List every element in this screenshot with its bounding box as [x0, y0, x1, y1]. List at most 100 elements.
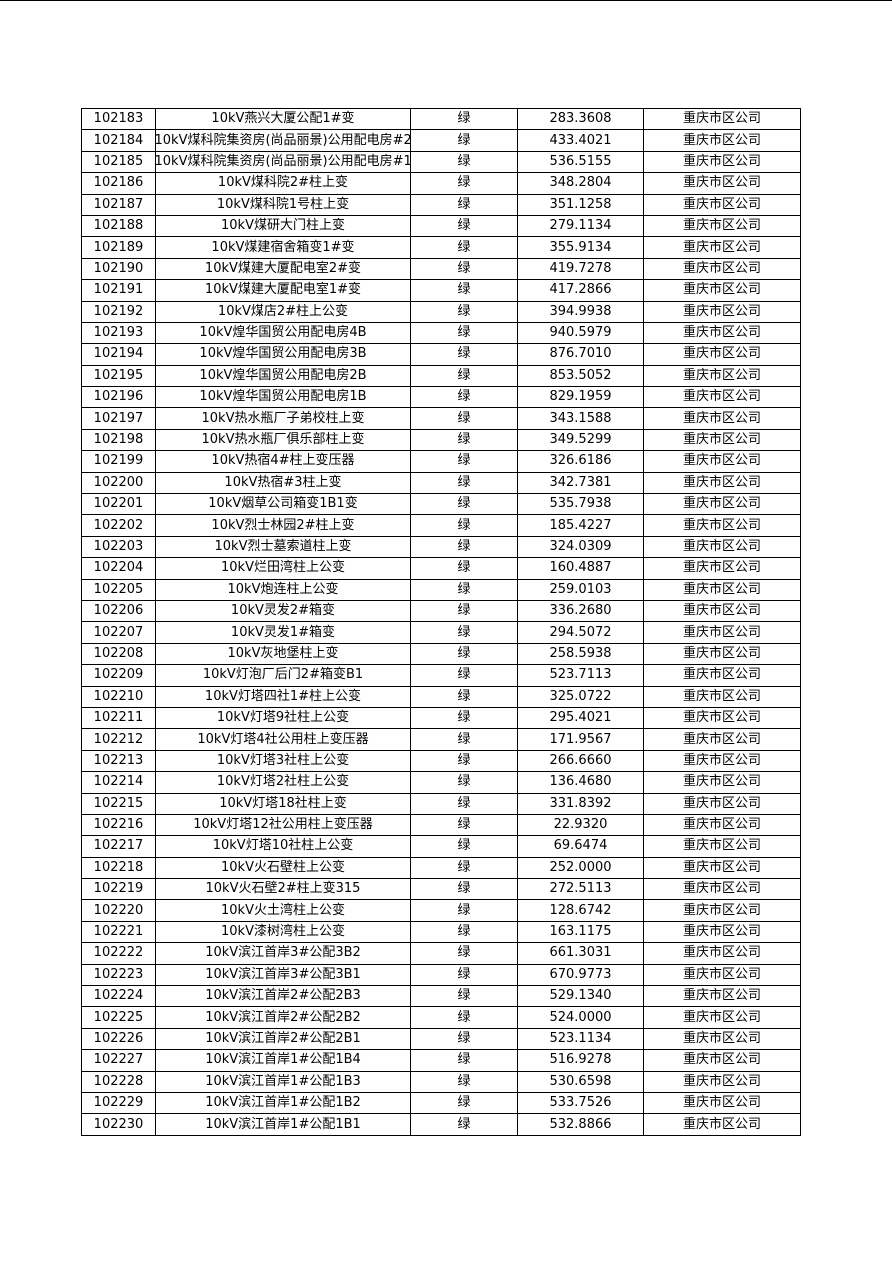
row-id: 102206 [93, 603, 144, 619]
row-id: 102183 [93, 111, 144, 127]
station-name-cell: 10kV滨江首岸3#公配3B2 [155, 942, 411, 965]
row-id-cell: 102203 [81, 535, 156, 559]
row-id-cell: 102192 [81, 300, 156, 323]
status: 绿 [457, 282, 471, 298]
table-row: 102188 10kV煤研大门柱上变 绿 279.1134 重庆市区公司 [81, 214, 801, 238]
company-cell: 重庆市区公司 [643, 1049, 801, 1072]
value-cell: 69.6474 [517, 835, 644, 858]
company: 重庆市区公司 [682, 881, 761, 897]
company: 重庆市区公司 [682, 667, 761, 683]
status-cell: 绿 [410, 621, 518, 644]
company: 重庆市区公司 [682, 774, 761, 790]
company: 重庆市区公司 [682, 688, 761, 704]
station-name: 10kV滨江首岸1#公配1B3 [205, 1073, 361, 1089]
status-cell: 绿 [410, 1070, 518, 1093]
station-name: 10kV热水瓶厂子弟校柱上变 [201, 410, 365, 426]
status-cell: 绿 [410, 942, 518, 965]
station-name-cell: 10kV热宿#3柱上变 [155, 471, 411, 495]
row-id: 102189 [93, 239, 144, 255]
status-cell: 绿 [410, 386, 518, 409]
row-id-cell: 102218 [81, 856, 156, 880]
company-cell: 重庆市区公司 [643, 514, 801, 537]
company: 重庆市区公司 [682, 1116, 761, 1132]
station-name-cell: 10kV煤科院集资房(尚品丽景)公用配电房#2 [155, 129, 411, 152]
company-cell: 重庆市区公司 [643, 642, 801, 666]
status-cell: 绿 [410, 514, 518, 537]
company: 重庆市区公司 [682, 817, 761, 833]
status-cell: 绿 [410, 428, 518, 452]
company: 重庆市区公司 [682, 132, 761, 148]
table-row: 102209 10kV灯泡厂后门2#箱变B1 绿 523.7113 重庆市区公司 [81, 664, 801, 687]
station-name: 10kV灯塔12社公用柱上变压器 [193, 817, 373, 833]
station-name: 10kV煌华国贸公用配电房3B [199, 346, 367, 362]
company-cell: 重庆市区公司 [643, 107, 801, 131]
table-row: 102203 10kV烈士墓索道柱上变 绿 324.0309 重庆市区公司 [81, 535, 801, 559]
station-name: 10kV灯塔18社柱上变 [219, 795, 347, 811]
status-cell: 绿 [410, 257, 518, 281]
status-cell: 绿 [410, 963, 518, 987]
value: 535.7938 [549, 496, 612, 512]
row-id-cell: 102216 [81, 813, 156, 837]
row-id-cell: 102213 [81, 749, 156, 773]
table-row: 102223 10kV滨江首岸3#公配3B1 绿 670.9773 重庆市区公司 [81, 963, 801, 987]
company-cell: 重庆市区公司 [643, 920, 801, 944]
station-name: 10kV煤建大厦配电室1#变 [204, 282, 362, 298]
row-id: 102216 [93, 817, 144, 833]
station-name-cell: 10kV滨江首岸1#公配1B1 [155, 1113, 411, 1136]
company-cell: 重庆市区公司 [643, 321, 801, 345]
row-id-cell: 102195 [81, 364, 156, 388]
company-cell: 重庆市区公司 [643, 172, 801, 195]
value: 532.8866 [549, 1116, 612, 1132]
status: 绿 [457, 667, 471, 683]
row-id-cell: 102197 [81, 407, 156, 430]
status: 绿 [457, 924, 471, 940]
station-name-cell: 10kV滨江首岸2#公配2B2 [155, 1006, 411, 1029]
station-name-cell: 10kV烈士墓索道柱上变 [155, 535, 411, 559]
status-cell: 绿 [410, 578, 518, 601]
status-cell: 绿 [410, 685, 518, 708]
value: 266.6660 [549, 752, 612, 768]
station-name: 10kV火土湾柱上公变 [221, 902, 345, 918]
row-id-cell: 102223 [81, 963, 156, 987]
value-cell: 532.8866 [517, 1113, 644, 1136]
status-cell: 绿 [410, 1006, 518, 1029]
company-cell: 重庆市区公司 [643, 493, 801, 516]
value-cell: 536.5155 [517, 150, 644, 174]
status-cell: 绿 [410, 706, 518, 730]
status: 绿 [457, 496, 471, 512]
row-id-cell: 102199 [81, 450, 156, 473]
status-cell: 绿 [410, 343, 518, 366]
row-id: 102211 [93, 710, 144, 726]
row-id: 102209 [93, 667, 144, 683]
status-cell: 绿 [410, 493, 518, 516]
status: 绿 [457, 731, 471, 747]
row-id-cell: 102226 [81, 1027, 156, 1051]
station-name: 10kV煤建大厦配电室2#变 [204, 260, 362, 276]
status: 绿 [457, 453, 471, 469]
value: 163.1175 [549, 924, 612, 940]
status: 绿 [457, 645, 471, 661]
row-id-cell: 102191 [81, 279, 156, 302]
value: 394.9938 [549, 303, 612, 319]
row-id-cell: 102211 [81, 706, 156, 730]
company-cell: 重庆市区公司 [643, 535, 801, 559]
station-name-cell: 10kV灯塔4社公用柱上变压器 [155, 728, 411, 751]
value: 326.6186 [549, 453, 612, 469]
company-cell: 重庆市区公司 [643, 364, 801, 388]
company: 重庆市区公司 [682, 603, 761, 619]
station-name: 10kV炮连柱上公变 [227, 581, 339, 597]
row-id: 102205 [93, 581, 144, 597]
value: 160.4887 [549, 560, 612, 576]
status-cell: 绿 [410, 835, 518, 858]
company: 重庆市区公司 [682, 303, 761, 319]
value-cell: 259.0103 [517, 578, 644, 601]
value: 342.7381 [549, 474, 612, 490]
station-name-cell: 10kV滨江首岸3#公配3B1 [155, 963, 411, 987]
company-cell: 重庆市区公司 [643, 899, 801, 922]
status-cell: 绿 [410, 535, 518, 559]
station-name: 10kV煤科院2#柱上变 [217, 175, 349, 191]
table-row: 102227 10kV滨江首岸1#公配1B4 绿 516.9278 重庆市区公司 [81, 1049, 801, 1072]
company: 重庆市区公司 [682, 260, 761, 276]
company: 重庆市区公司 [682, 325, 761, 341]
value-cell: 266.6660 [517, 749, 644, 773]
